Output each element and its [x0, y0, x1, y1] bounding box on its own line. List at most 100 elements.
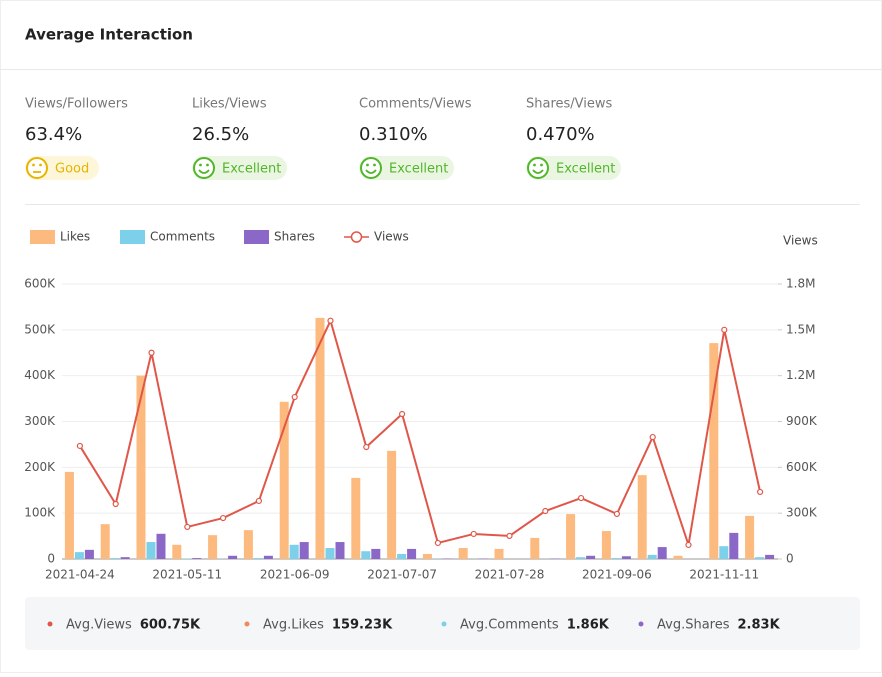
bar: [719, 546, 728, 559]
bar: [264, 556, 273, 559]
rating-icon-eye: [32, 164, 35, 167]
rating-icon-eye: [373, 164, 376, 167]
bar: [351, 478, 360, 559]
rating-icon: [194, 158, 214, 178]
x-tick-label: 2021-07-28: [475, 568, 545, 582]
summary-dot: [245, 622, 250, 627]
summary-dot: [639, 622, 644, 627]
bar: [566, 514, 575, 559]
x-tick-label: 2021-06-09: [260, 568, 330, 582]
point: [400, 412, 405, 417]
legend-swatch: [244, 230, 269, 244]
rating-icon-eye: [366, 164, 369, 167]
y-tick-label: 400K: [24, 368, 56, 382]
y2-tick-label: 1.2M: [786, 368, 815, 382]
bar: [371, 549, 380, 559]
bar: [407, 549, 416, 559]
x-tick-label: 2021-05-11: [152, 568, 222, 582]
point: [185, 524, 190, 529]
rating-label: Excellent: [222, 162, 281, 177]
bar: [648, 555, 657, 559]
y2-tick-label: 1.8M: [786, 277, 815, 291]
summary-dot: [48, 622, 53, 627]
bar: [658, 547, 667, 559]
rating-icon: [27, 158, 47, 178]
metric-label: Shares/Views: [526, 97, 613, 112]
rating-label: Good: [55, 162, 89, 177]
bar: [244, 530, 253, 559]
bar: [765, 555, 774, 559]
point: [435, 540, 440, 545]
y2-tick-label: 1.5M: [786, 322, 815, 336]
bar: [254, 558, 263, 559]
bar: [576, 557, 585, 559]
summary-value: 1.86K: [567, 618, 610, 633]
rating-icon-eye: [39, 164, 42, 167]
metric-label: Comments/Views: [359, 97, 472, 112]
rating-icon-eye: [540, 164, 543, 167]
bar: [387, 451, 396, 559]
rating-icon-eye: [533, 164, 536, 167]
card-title: Average Interaction: [25, 26, 193, 44]
point: [113, 502, 118, 507]
bar: [300, 542, 309, 559]
y2-tick-label: 600K: [786, 460, 818, 474]
bar: [137, 376, 146, 559]
bar: [638, 475, 647, 559]
y2-tick-label: 300K: [786, 506, 818, 520]
summary-value: 2.83K: [738, 618, 781, 633]
summary-label: Avg.Shares: [657, 618, 730, 633]
y2-tick-label: 900K: [786, 414, 818, 428]
point: [758, 489, 763, 494]
legend-point: [352, 232, 362, 242]
bar: [361, 551, 370, 559]
rating-icon: [361, 158, 381, 178]
point: [364, 445, 369, 450]
summary-dot: [442, 622, 447, 627]
y-tick-label: 300K: [24, 414, 56, 428]
bar: [316, 318, 325, 559]
bar: [290, 545, 299, 559]
x-tick-label: 2021-07-07: [367, 568, 437, 582]
summary-value: 600.75K: [140, 618, 201, 633]
x-tick-label: 2021-09-06: [582, 568, 652, 582]
point: [149, 350, 154, 355]
bar: [172, 545, 181, 559]
legend-swatch: [30, 230, 55, 244]
bar: [459, 548, 468, 559]
point: [543, 509, 548, 514]
y2-tick-label: 0: [786, 552, 794, 566]
bar: [674, 556, 683, 559]
point: [722, 327, 727, 332]
metric-label: Views/Followers: [25, 97, 128, 112]
rating-icon-eye: [199, 164, 202, 167]
summary-label: Avg.Comments: [460, 618, 559, 633]
bar: [65, 472, 74, 559]
point: [686, 542, 691, 547]
bar: [326, 548, 335, 559]
bar: [121, 557, 130, 559]
bar: [85, 550, 94, 559]
rating-label: Excellent: [389, 162, 448, 177]
y-tick-label: 600K: [24, 277, 56, 291]
bar: [729, 533, 738, 559]
legend-label: Comments: [150, 230, 215, 244]
bar: [530, 538, 539, 559]
y-tick-label: 100K: [24, 506, 56, 520]
bar: [157, 534, 166, 559]
legend-label: Likes: [60, 230, 90, 244]
y-tick-label: 200K: [24, 460, 56, 474]
metric-label: Likes/Views: [192, 97, 267, 112]
y-tick-label: 0: [47, 552, 55, 566]
bar: [228, 556, 237, 559]
bar: [336, 542, 345, 559]
bar: [586, 556, 595, 559]
bar: [111, 558, 120, 559]
x-tick-label: 2021-04-24: [45, 568, 115, 582]
metric-value: 63.4%: [25, 124, 82, 145]
bar: [602, 531, 611, 559]
summary-label: Avg.Likes: [263, 618, 324, 633]
point: [221, 516, 226, 521]
bar: [622, 556, 631, 559]
bar: [495, 549, 504, 559]
